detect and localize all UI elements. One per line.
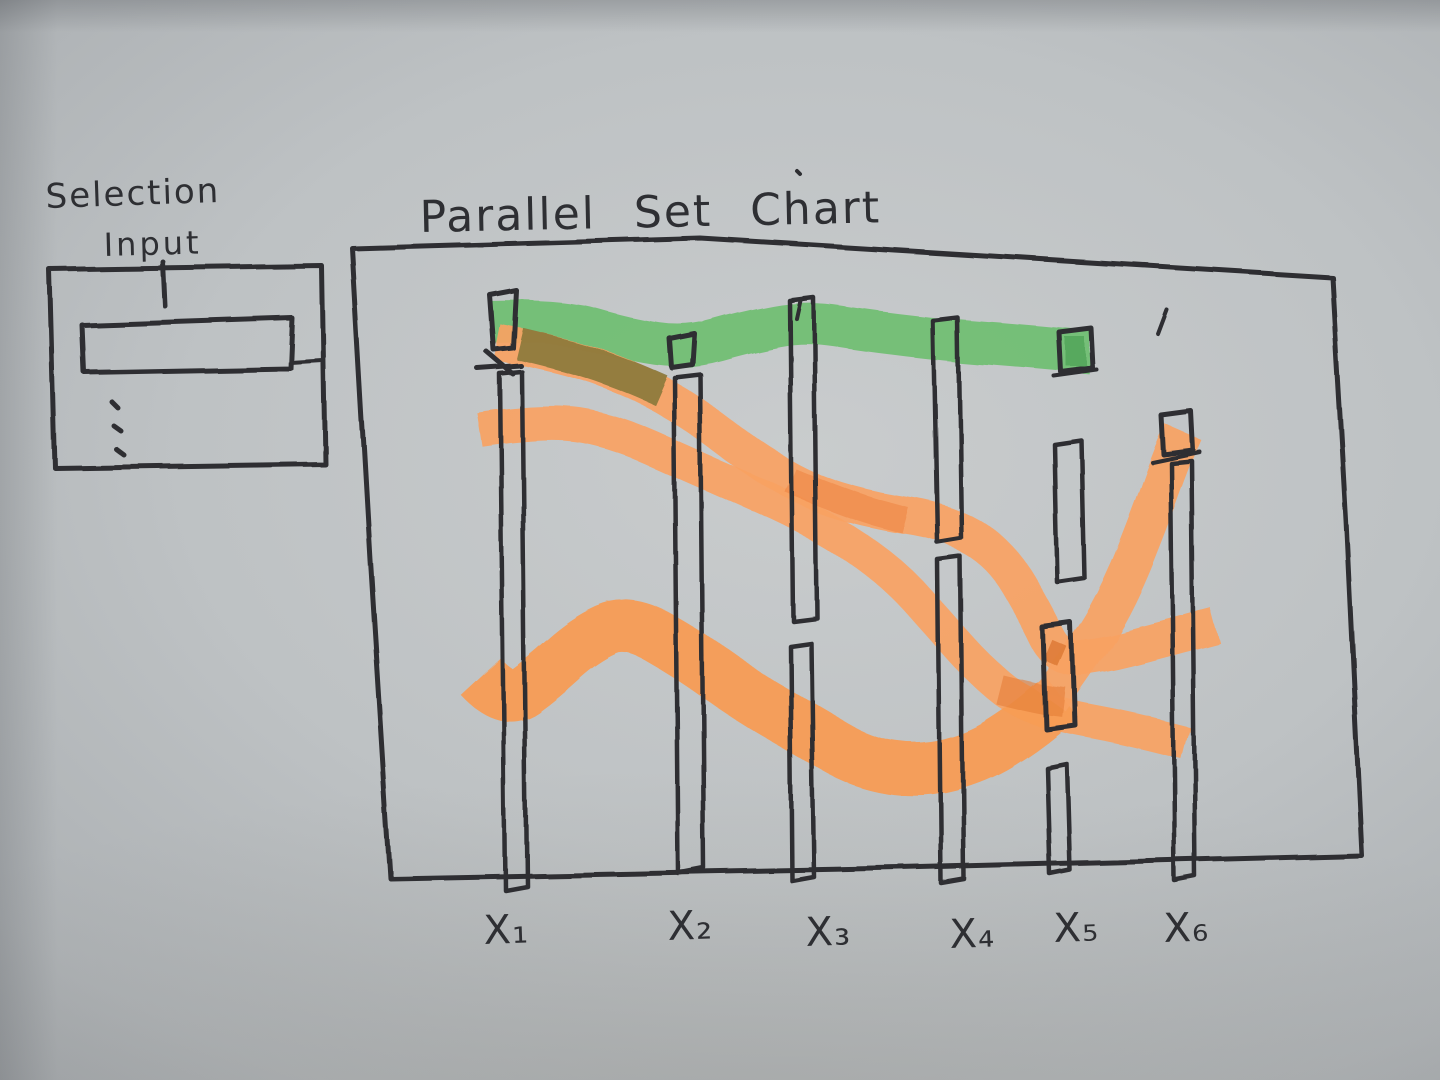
selection-connector [160, 259, 168, 309]
axis-label-x1: X₁ [483, 906, 530, 954]
axis5-top-box-underline [1052, 368, 1099, 378]
ribbon-orange-smudge-x5-box [1043, 639, 1067, 667]
selection-field [79, 315, 295, 375]
axis3-lower-bar [787, 640, 817, 884]
chart-title: Parallel Set Chart [419, 182, 881, 243]
axis1-tick-b [475, 363, 524, 372]
axis3-upper-bar [787, 295, 820, 624]
axis5-top-box [1056, 325, 1096, 375]
ribbon-overlap-brown [516, 328, 669, 406]
axis3-top-hook [795, 299, 803, 321]
axis6-top-box-underline [1150, 450, 1202, 464]
chart-frame [349, 235, 1365, 881]
ribbon-overlap-dark-2 [996, 675, 1068, 718]
axis6-bar [1168, 458, 1199, 884]
axis1-tick-a [484, 349, 516, 377]
stray-slash [1156, 308, 1169, 336]
stray-dot [794, 168, 801, 175]
axis5-middle-box [1039, 620, 1077, 731]
axis-label-x6: X₆ [1163, 904, 1210, 952]
selection-dot-3 [113, 446, 127, 458]
axis-label-x4: X₄ [949, 910, 996, 958]
axis4-upper-bar [930, 315, 964, 545]
axis5-upper-bar [1051, 437, 1087, 585]
ribbon-green [491, 300, 1092, 373]
selection-box [47, 263, 328, 471]
labels-layer: Parallel Set Chart Selection Input X₁ X₂ X… [45, 171, 1210, 958]
axis-label-x2: X₂ [667, 902, 714, 950]
ribbon-orange-4 [1033, 424, 1202, 712]
axis1-bar [497, 369, 530, 893]
axis-label-x5: X₅ [1053, 904, 1100, 952]
axis5-lower-bar [1044, 761, 1073, 877]
selection-dot-1 [109, 399, 121, 411]
selection-input-label-line1: Selection [45, 171, 221, 217]
selection-dot-2 [111, 423, 124, 434]
ribbons-layer [460, 300, 1221, 797]
ribbon-overlap-dark-1 [785, 467, 909, 533]
axis1-top-box [487, 287, 519, 353]
axis2-top-box [666, 330, 697, 370]
axis6-top-box [1158, 408, 1196, 457]
ribbon-orange-3 [460, 599, 1080, 797]
selection-input-label-line2: Input [103, 223, 202, 264]
axis2-bar [671, 371, 707, 876]
axis4-lower-bar [935, 554, 967, 886]
pen-layer [47, 168, 1365, 893]
axis-label-x3: X₃ [805, 908, 852, 956]
selection-field-extension [288, 358, 324, 364]
